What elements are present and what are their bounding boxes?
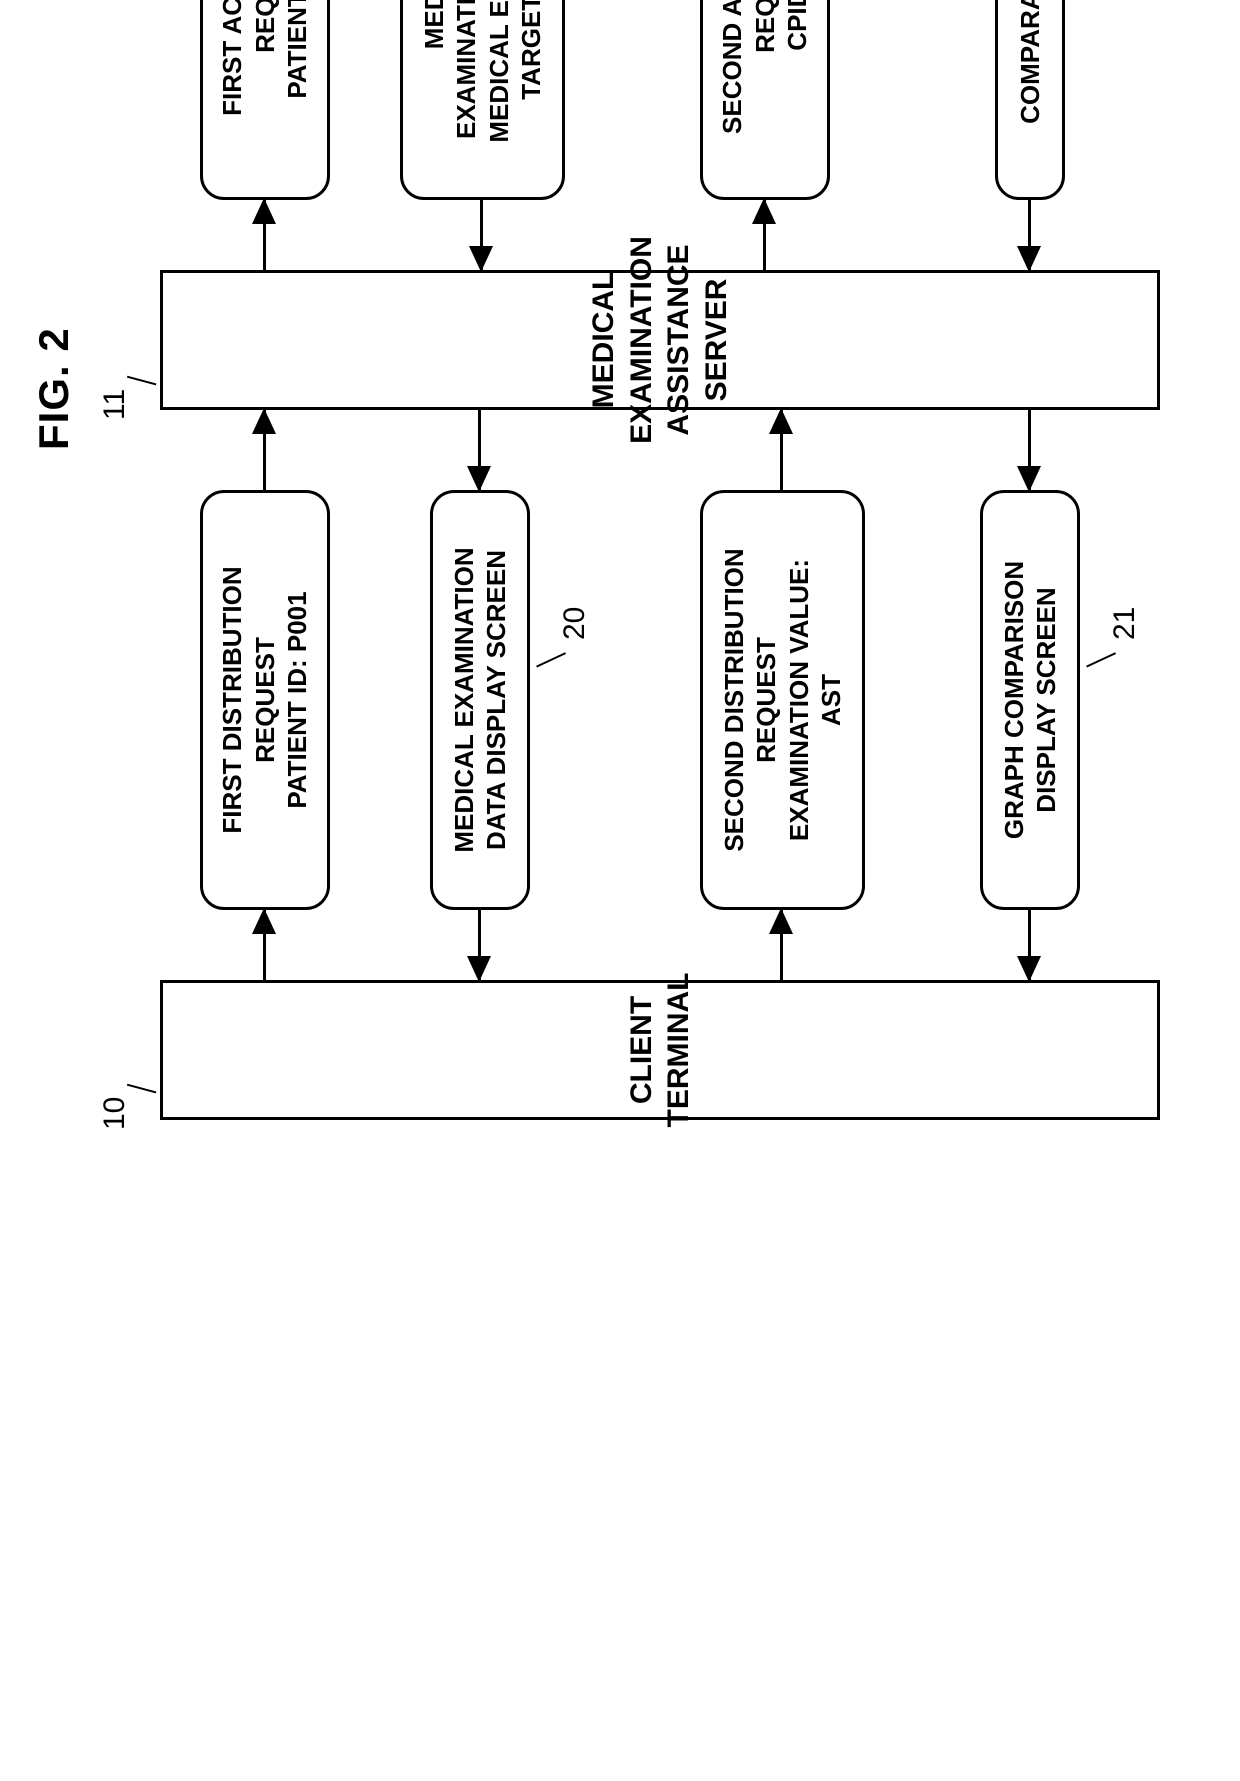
ref-20: 20: [558, 607, 592, 640]
msg-exam-data-of-target-patient: MEDICAL EXAMINATION DATA OF MEDICAL EXAM…: [400, 0, 565, 200]
ref-21: 21: [1108, 607, 1142, 640]
msg-first-acquisition-request: FIRST ACQUISITION REQUEST PATIENT ID: P0…: [200, 0, 330, 200]
client-terminal-box: CLIENT TERMINAL: [160, 980, 1160, 1120]
msg-graph-comparison-screen: GRAPH COMPARISON DISPLAY SCREEN: [980, 490, 1080, 910]
msg-second-distribution-request: SECOND DISTRIBUTION REQUEST EXAMINATION …: [700, 490, 865, 910]
ref-10: 10: [98, 1097, 132, 1130]
msg-comparative-case: COMPARATIVE CASE: [995, 0, 1065, 200]
arrow-s-m7: [763, 200, 766, 270]
arrow-m1-s: [263, 410, 266, 490]
rotated-canvas: FIG. 2 CLIENT TERMINAL MEDICAL EXAMINATI…: [0, 0, 1240, 1240]
figure-title: FIG. 2: [30, 327, 78, 450]
arrow-s-m5: [263, 200, 266, 270]
arrow-c-m1: [263, 910, 266, 980]
assistance-server-box: MEDICAL EXAMINATION ASSISTANCE SERVER: [160, 270, 1160, 410]
ref-11: 11: [98, 389, 132, 420]
arrow-c-m3: [780, 910, 783, 980]
arrow-s-m2: [478, 410, 481, 490]
arrow-s-m4: [1028, 410, 1031, 490]
msg-first-distribution-request: FIRST DISTRIBUTION REQUEST PATIENT ID: P…: [200, 490, 330, 910]
arrow-m2-c: [478, 910, 481, 980]
lead-11: [127, 351, 163, 386]
arrow-m8-s: [1028, 200, 1031, 270]
msg-exam-data-display-screen: MEDICAL EXAMINATION DATA DISPLAY SCREEN: [430, 490, 530, 910]
msg-second-acquisition-request: SECOND ACQUISITION REQUEST CPID: 001: [700, 0, 830, 200]
diagram-inner: FIG. 2 CLIENT TERMINAL MEDICAL EXAMINATI…: [0, 0, 1240, 1240]
arrow-m6-s: [480, 200, 483, 270]
arrow-m3-s: [780, 410, 783, 490]
arrow-m4-c: [1028, 910, 1031, 980]
lead-10: [127, 1059, 163, 1094]
